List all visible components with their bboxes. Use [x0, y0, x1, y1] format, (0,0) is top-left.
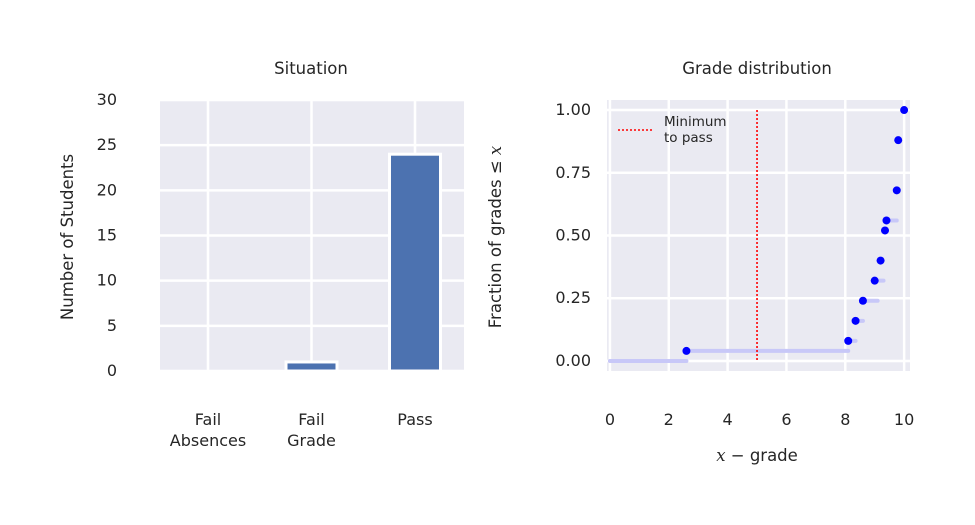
bar-chart-bars — [284, 152, 442, 373]
ecdf-chart-y-tick-label: 0.50 — [555, 226, 591, 245]
legend-label-line1: Minimum — [664, 114, 727, 130]
ecdf-chart-points — [682, 106, 909, 355]
ecdf-chart-x-ticks: 0 2 4 6 8 10 — [605, 410, 914, 429]
ecdf-point — [682, 346, 691, 355]
ecdf-point — [844, 336, 853, 345]
bar-chart-title: Situation — [274, 59, 348, 78]
bar-chart-y-tick-label: 10 — [97, 271, 117, 290]
bar-chart-y-tick-label: 25 — [97, 135, 117, 154]
bar-chart-x-ticks: Fail Absences Fail Grade Pass — [170, 410, 433, 450]
ecdf-chart-y-tick-label: 0.25 — [555, 288, 591, 307]
x-label-text: − grade — [726, 446, 798, 465]
ecdf-point — [882, 216, 891, 225]
ecdf-chart-x-tick-label: 8 — [840, 410, 850, 429]
ecdf-chart-x-label: x − grade — [716, 446, 798, 465]
ecdf-point — [851, 316, 860, 325]
ecdf-chart-title: Grade distribution — [682, 59, 832, 78]
bar-chart-y-tick-label: 20 — [97, 180, 117, 199]
ecdf-chart-x-tick-label: 6 — [781, 410, 791, 429]
ecdf-point — [880, 226, 889, 235]
ecdf-chart-y-tick-label: 0.75 — [555, 163, 591, 182]
x-label-math: x — [716, 446, 726, 465]
bar-chart-x-tick-label: Grade — [287, 431, 336, 450]
ecdf-point — [900, 106, 909, 115]
ecdf-chart-x-tick-label: 0 — [605, 410, 615, 429]
bar-chart-x-tick-label: Pass — [397, 410, 432, 429]
legend-label-line2: to pass — [664, 130, 713, 146]
bar — [284, 360, 339, 373]
ecdf-chart-y-tick-label: 0.00 — [555, 351, 591, 370]
ecdf-chart-legend: Minimum to pass — [618, 114, 727, 146]
bar-chart-situation: 0 5 10 15 20 25 30 Fail Absences Fail Grade Pass S… — [58, 59, 464, 450]
ecdf-chart-x-tick-label: 10 — [894, 410, 914, 429]
bar-chart-y-tick-label: 0 — [107, 361, 117, 380]
bar-chart-x-tick-label: Fail — [195, 410, 221, 429]
bar — [388, 152, 442, 373]
y-label-text: Fraction of grades ≤ — [486, 155, 505, 328]
bar-chart-y-tick-label: 30 — [97, 90, 117, 109]
ecdf-chart-x-tick-label: 4 — [723, 410, 733, 429]
ecdf-chart-y-label: Fraction of grades ≤ x — [486, 145, 505, 328]
ecdf-point — [892, 186, 901, 195]
y-label-math: x — [486, 145, 505, 155]
ecdf-point — [876, 256, 885, 265]
bar-chart-x-tick-label: Absences — [170, 431, 246, 450]
ecdf-chart-y-tick-label: 1.00 — [555, 100, 591, 119]
bar-chart-y-tick-label: 5 — [107, 316, 117, 335]
ecdf-point — [894, 136, 903, 145]
bar-chart-x-tick-label: Fail — [298, 410, 324, 429]
bar-chart-y-label: Number of Students — [58, 154, 77, 320]
ecdf-point — [870, 276, 879, 285]
ecdf-chart-grid — [607, 100, 910, 371]
bar-chart-y-ticks: 0 5 10 15 20 25 30 — [97, 90, 117, 380]
bar-chart-y-tick-label: 15 — [97, 226, 117, 245]
ecdf-chart-x-tick-label: 2 — [664, 410, 674, 429]
ecdf-point — [858, 296, 867, 305]
ecdf-chart-grade-distribution: 0.00 0.25 0.50 0.75 1.00 0 2 4 6 8 10 Minimum to … — [486, 59, 914, 465]
ecdf-chart-y-ticks: 0.00 0.25 0.50 0.75 1.00 — [555, 100, 591, 370]
